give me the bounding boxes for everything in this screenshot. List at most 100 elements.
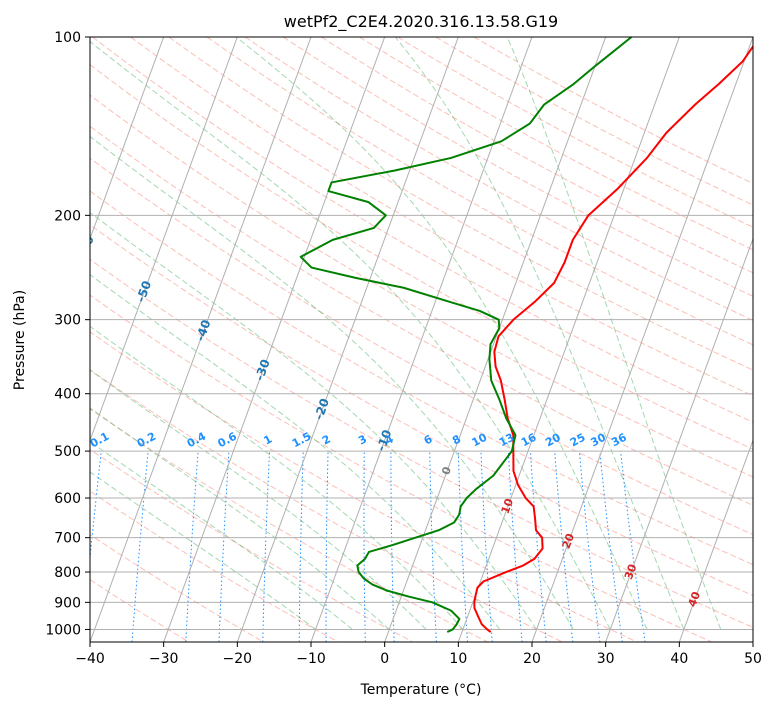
mixing-ratio-label: 6 [422, 432, 435, 447]
mixing-ratio-line [429, 451, 437, 642]
x-tick-label: −20 [223, 651, 253, 667]
moist-adiabat-line [506, 37, 722, 630]
moist-adiabat-line [90, 40, 611, 630]
moist-adiabat-line [90, 471, 316, 630]
mixing-ratio-label: 36 [609, 431, 629, 450]
y-tick-label: 300 [54, 313, 81, 329]
dry-adiabat-line [90, 294, 712, 642]
chart-title: wetPf2_C2E4.2020.316.13.58.G19 [284, 12, 558, 32]
dry-adiabat-line [90, 190, 753, 566]
moist-adiabat-line [90, 325, 464, 630]
dry-adiabat-line [130, 37, 753, 397]
y-tick-label: 800 [54, 565, 81, 581]
background-lines [90, 37, 753, 642]
x-tick-label: 40 [670, 651, 688, 667]
temperature-profile-line [473, 44, 753, 633]
isotherm-line [531, 37, 753, 642]
y-tick-label: 100 [54, 30, 81, 46]
x-tick-label: −10 [296, 651, 326, 667]
axes: −40 −30 −20 −10 0 10 20 30 40 5010020030040050060… [45, 30, 762, 667]
dry-adiabat-line [90, 94, 753, 478]
x-tick-label: 30 [597, 651, 615, 667]
mixing-ratio-line [262, 451, 271, 642]
isotherm-label: -10 [374, 428, 395, 453]
mixing-ratio-line [620, 451, 646, 642]
dry-adiabat-line [282, 37, 753, 297]
y-tick-label: 500 [54, 444, 81, 460]
mixing-ratio-line [90, 451, 102, 563]
isotherm-label: -50 [134, 279, 155, 304]
mixing-ratio-line [325, 451, 329, 642]
dry-adiabat-line [206, 37, 753, 346]
y-axis-label: Pressure (hPa) [12, 290, 28, 390]
isotherm-label: -40 [193, 318, 214, 343]
isotherm-label: -20 [312, 396, 333, 421]
dewpoint-profile-line [299, 37, 633, 633]
mixing-ratio-line [578, 451, 601, 642]
mixing-ratio-label: 0.2 [135, 430, 158, 451]
dry-adiabat-line [397, 37, 753, 228]
y-tick-label: 1000 [45, 622, 81, 638]
isotherm-label: -30 [252, 357, 273, 382]
mixing-ratio-label: 8 [450, 432, 463, 447]
moist-adiabat-line [90, 211, 538, 630]
dry-adiabat-line [90, 490, 339, 642]
isotherm-label-red: 0 [439, 465, 454, 477]
isotherm-line [752, 640, 753, 642]
mixing-ratio-label: 16 [519, 430, 539, 449]
dry-adiabat-line [321, 37, 753, 274]
isotherm-label-red: 40 [686, 590, 704, 609]
moist-adiabat-line [90, 274, 501, 630]
dry-adiabat-line [90, 534, 264, 642]
x-tick-label: 0 [380, 651, 389, 667]
isotherm-label-red: 10 [499, 496, 517, 515]
annotation-labels: -100-90-80-70-60-50-40-30-20-10010203040… [19, 189, 704, 609]
moist-adiabat-line [90, 407, 390, 630]
mixing-ratio-label: 20 [543, 431, 563, 450]
mixing-ratio-label: 25 [568, 431, 588, 450]
isotherm-line [605, 237, 753, 642]
series [299, 37, 753, 633]
isotherm-line [90, 37, 238, 442]
x-tick-label: 20 [523, 651, 541, 667]
dry-adiabat-line [90, 369, 563, 642]
mixing-ratio-label: 13 [497, 431, 517, 450]
dry-adiabat-line [90, 258, 753, 628]
dry-adiabat-line [90, 125, 753, 506]
mixing-ratio-label: 0.4 [185, 430, 209, 451]
moist-adiabat-line [90, 135, 574, 630]
dry-adiabat-line [90, 64, 753, 450]
mixing-ratio-label: 0.1 [88, 430, 111, 451]
x-tick-label: 50 [744, 651, 762, 667]
dry-adiabat-line [90, 224, 753, 597]
x-tick-label: −30 [149, 651, 179, 667]
mixing-ratio-label: 3 [356, 432, 369, 447]
isotherm-line [236, 37, 459, 642]
y-tick-label: 700 [54, 531, 81, 547]
dry-adiabat-line [244, 37, 753, 321]
dry-adiabat-line [473, 37, 753, 185]
mixing-ratio-label: 10 [470, 431, 490, 450]
mixing-ratio-line [363, 451, 366, 642]
y-tick-label: 200 [54, 208, 81, 224]
dry-adiabat-line [90, 448, 414, 642]
isotherm-label: -70 [19, 189, 40, 214]
plot-frame [89, 36, 754, 643]
dry-adiabat-line [90, 331, 638, 642]
y-tick-label: 400 [54, 387, 81, 403]
isotherm-line [457, 37, 680, 642]
mixing-ratio-line [218, 451, 230, 642]
dry-adiabat-line [435, 37, 753, 206]
dry-adiabat-line [92, 37, 753, 423]
dry-adiabat-line [90, 157, 753, 536]
y-tick-label: 600 [54, 491, 81, 507]
isotherm-line [678, 438, 753, 642]
isotherm-line [90, 37, 312, 642]
mixing-ratio-label: 30 [588, 431, 608, 450]
moist-adiabat-line [90, 440, 353, 630]
isotherm-line [90, 37, 165, 241]
grid [90, 37, 753, 642]
x-tick-label: −40 [75, 651, 105, 667]
